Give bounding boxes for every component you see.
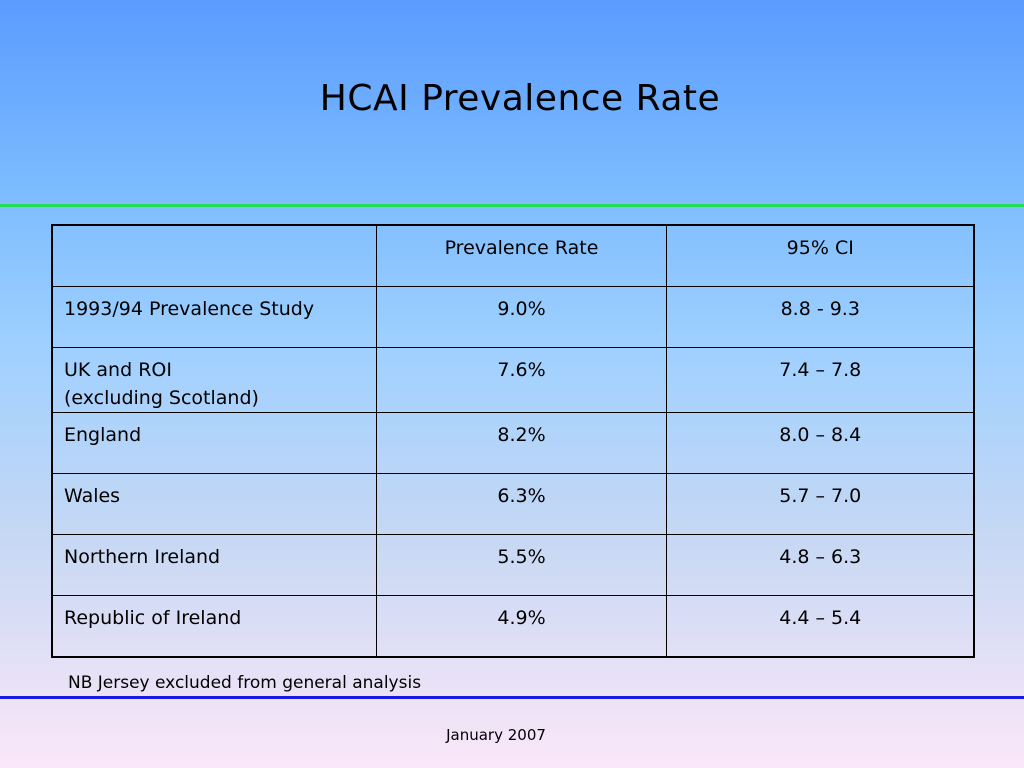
table-row: 1993/94 Prevalence Study 9.0% 8.8 - 9.3 [51, 286, 975, 348]
row-rate: 6.3% [375, 473, 667, 535]
row-ci: 7.4 – 7.8 [665, 347, 975, 413]
header-cell-prevalence-rate: Prevalence Rate [375, 224, 667, 287]
table-row: Northern Ireland 5.5% 4.8 – 6.3 [51, 534, 975, 596]
bottom-divider [0, 696, 1024, 699]
row-ci: 8.8 - 9.3 [665, 286, 975, 348]
row-ci: 4.8 – 6.3 [665, 534, 975, 596]
row-rate: 9.0% [375, 286, 667, 348]
table-row: Wales 6.3% 5.7 – 7.0 [51, 473, 975, 535]
table-row: Republic of Ireland 4.9% 4.4 – 5.4 [51, 595, 975, 658]
row-rate: 4.9% [375, 595, 667, 658]
header-cell-ci: 95% CI [665, 224, 975, 287]
row-label: 1993/94 Prevalence Study [51, 286, 377, 348]
row-label: Republic of Ireland [51, 595, 377, 658]
table-row: England 8.2% 8.0 – 8.4 [51, 412, 975, 474]
row-ci: 4.4 – 5.4 [665, 595, 975, 658]
prevalence-table: Prevalence Rate 95% CI 1993/94 Prevalenc… [51, 224, 975, 658]
slide-date: January 2007 [446, 726, 546, 744]
row-label-cell: UK and ROI (excluding Scotland) [51, 347, 377, 413]
header-cell-empty [51, 224, 377, 287]
row-label: UK and ROI [64, 359, 172, 381]
row-label-line2: (excluding Scotland) [64, 387, 259, 409]
row-ci: 5.7 – 7.0 [665, 473, 975, 535]
row-rate: 5.5% [375, 534, 667, 596]
row-rate: 8.2% [375, 412, 667, 474]
row-label: England [51, 412, 377, 474]
row-ci: 8.0 – 8.4 [665, 412, 975, 474]
top-divider [0, 204, 1024, 207]
row-label: Northern Ireland [51, 534, 377, 596]
row-rate: 7.6% [375, 347, 667, 413]
row-label: Wales [51, 473, 377, 535]
table-row: UK and ROI (excluding Scotland) 7.6% 7.4… [51, 347, 975, 413]
footnote: NB Jersey excluded from general analysis [68, 673, 422, 693]
slide-title: HCAI Prevalence Rate [319, 78, 721, 119]
table-header-row: Prevalence Rate 95% CI [51, 224, 975, 287]
